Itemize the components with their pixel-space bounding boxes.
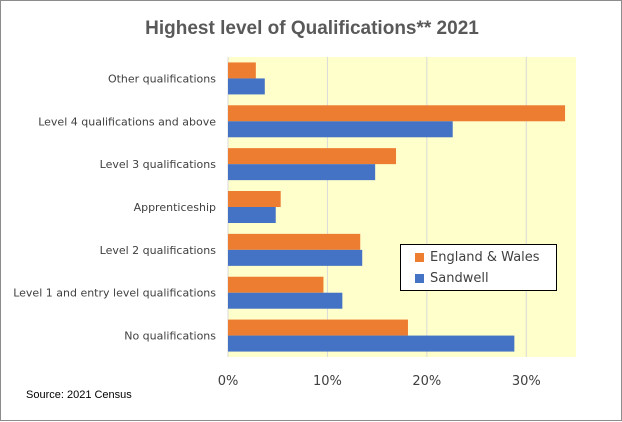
bar-england-wales-other-qualifications [228,62,256,79]
bar-england-wales-level-1-and-entry-level-qualifications [228,276,324,293]
legend-label-sandwell: Sandwell [430,271,489,286]
bar-sandwell-level-1-and-entry-level-qualifications [228,292,343,309]
bars [228,62,566,352]
legend-label-england-wales: England & Wales [430,250,540,265]
category-label-other-qualifications: Other qualifications [108,72,216,85]
legend-swatch-england-wales [415,253,424,262]
legend: England & Wales Sandwell [400,244,557,291]
category-labels: Other qualifications Level 4 qualificatio… [13,72,216,342]
bar-england-wales-no-qualifications [228,319,408,336]
legend-item-sandwell: Sandwell [415,271,489,286]
category-label-no-qualifications: No qualifications [124,330,216,343]
category-label-level-2-qualifications: Level 2 qualifications [100,244,217,257]
x-tick-label-20: 20% [412,374,441,389]
bar-england-wales-apprenticeship [228,191,281,207]
category-label-apprenticeship: Apprenticeship [134,201,216,214]
bar-england-wales-level-3-qualifications [228,148,397,165]
bar-sandwell-level-3-qualifications [228,164,376,181]
x-tick-label-0: 0% [218,374,239,389]
legend-swatch-sandwell [415,274,424,283]
category-label-level-1-and-entry-level-qualifications: Level 1 and entry level qualifications [13,287,216,300]
category-label-level-3-qualifications: Level 3 qualifications [100,158,217,171]
category-label-level-4-qualifications-and-above: Level 4 qualifications and above [38,115,216,128]
tick-labels: 0% 10% 20% 30% [218,374,541,389]
bar-sandwell-level-4-qualifications-and-above [228,121,453,138]
bar-sandwell-apprenticeship [228,207,276,223]
bar-england-wales-level-4-qualifications-and-above [228,105,566,122]
bar-sandwell-other-qualifications [228,78,265,95]
source-note: Source: 2021 Census [26,389,132,401]
bar-sandwell-level-2-qualifications [228,249,363,266]
x-tick-label-30: 30% [512,374,541,389]
chart-title: Highest level of Qualifications** 2021 [145,18,479,39]
x-tick-label-10: 10% [313,374,342,389]
legend-item-england-wales: England & Wales [415,250,540,265]
bar-sandwell-no-qualifications [228,335,515,352]
bar-england-wales-level-2-qualifications [228,233,361,250]
